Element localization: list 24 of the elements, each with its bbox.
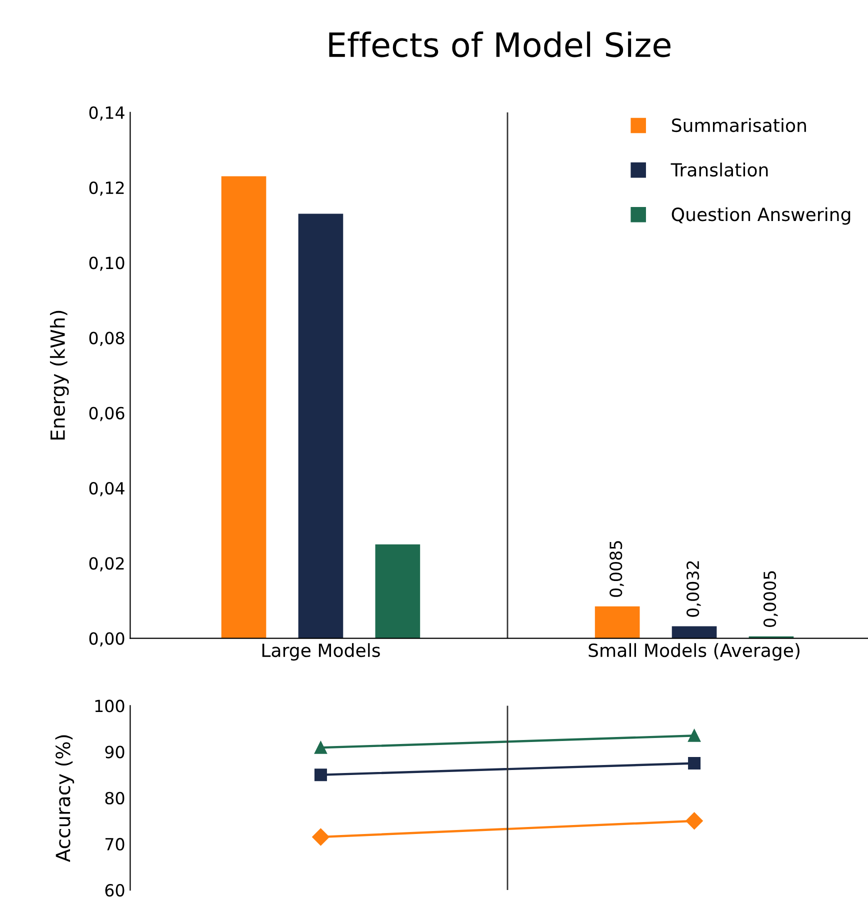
y-tick-label: 0,08 — [89, 332, 124, 346]
x-tick-label: Small Models (Average) — [588, 643, 800, 661]
x-tick-label: Large Models — [262, 643, 380, 661]
y-tick-label: 0,02 — [89, 557, 124, 572]
y-tick-label: 90 — [105, 746, 124, 758]
data-label: 0,0085 — [610, 541, 624, 597]
y-tick-label: 80 — [105, 792, 124, 804]
data-label: 0,0032 — [686, 561, 701, 617]
y-tick-label: 0,14 — [89, 106, 124, 121]
y-tick-label: 0,10 — [89, 256, 124, 271]
legend-label: Question Answering — [672, 207, 850, 225]
data-label: 0,0005 — [763, 571, 778, 627]
y-tick-label: 60 — [105, 884, 124, 897]
legend-label: Summarisation — [672, 118, 806, 132]
y-axis-title: Accuracy (%) — [55, 735, 74, 862]
y-tick-label: 70 — [106, 838, 124, 851]
y-tick-label: 0,04 — [89, 482, 124, 496]
y-axis-title: Energy (kWh) — [50, 310, 69, 440]
y-tick-label: 100 — [95, 700, 124, 712]
legend-label: Translation — [670, 162, 768, 177]
y-tick-label: 0,00 — [89, 632, 124, 647]
y-tick-label: 0,06 — [89, 406, 124, 422]
y-tick-label: 0,12 — [89, 181, 124, 196]
chart-title: Effects of Model Size — [329, 31, 670, 58]
